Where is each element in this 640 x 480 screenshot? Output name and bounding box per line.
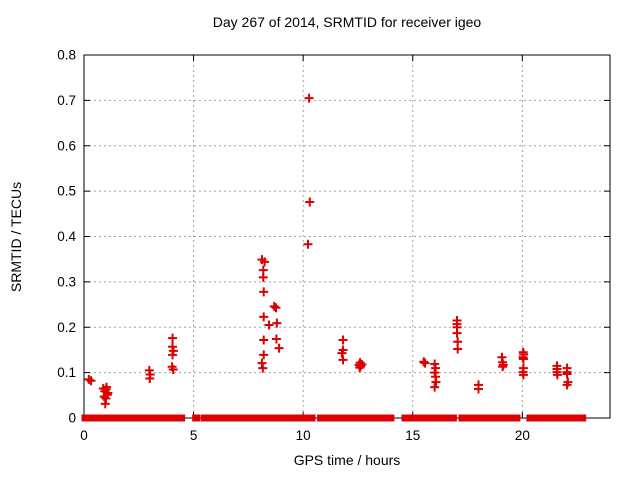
data-point-marker xyxy=(305,197,315,207)
baseline-segment xyxy=(317,414,348,422)
y-tick-label: 0.5 xyxy=(57,184,76,199)
baseline-segment xyxy=(377,414,388,422)
baseline-segment xyxy=(401,414,420,422)
data-point-marker xyxy=(562,369,572,379)
data-point-marker xyxy=(304,93,314,103)
data-point-marker xyxy=(552,370,562,380)
y-tick-label: 0 xyxy=(68,411,76,426)
data-point-marker xyxy=(420,358,430,368)
data-point-marker xyxy=(271,303,281,313)
data-point-marker xyxy=(102,382,112,392)
data-point-marker xyxy=(498,360,508,370)
baseline-segment xyxy=(227,414,238,422)
data-point-marker xyxy=(258,363,268,373)
y-tick-label: 0.2 xyxy=(57,320,76,335)
data-point-marker xyxy=(145,374,155,384)
y-tick-label: 0.3 xyxy=(57,274,76,289)
data-point-marker xyxy=(474,384,483,394)
y-tick-label: 0.4 xyxy=(57,229,76,244)
baseline-segment xyxy=(458,414,481,422)
data-point-marker xyxy=(86,376,96,386)
baseline-segment xyxy=(81,414,97,422)
data-point-marker xyxy=(274,343,284,353)
baseline-segment xyxy=(165,414,186,422)
baseline-segment xyxy=(130,414,154,422)
data-point-marker xyxy=(259,312,269,322)
baseline-segment xyxy=(500,414,521,422)
baseline-segment xyxy=(200,414,210,422)
data-point-marker xyxy=(269,301,279,311)
data-point-marker xyxy=(103,388,113,398)
data-point-marker xyxy=(168,333,178,343)
y-tick-label: 0.6 xyxy=(57,138,76,153)
baseline-segment xyxy=(234,414,250,422)
data-point-marker xyxy=(303,239,313,249)
data-point-marker xyxy=(168,364,178,374)
data-point-marker xyxy=(518,354,528,364)
baseline-segment xyxy=(570,414,587,422)
data-point-marker xyxy=(452,328,462,338)
data-point-marker xyxy=(419,357,429,367)
data-point-marker xyxy=(168,350,178,360)
baseline-segment xyxy=(287,414,298,422)
baseline-segment xyxy=(386,414,395,422)
data-point-marker xyxy=(258,272,268,282)
data-point-marker xyxy=(355,363,365,373)
data-point-marker xyxy=(259,287,269,297)
baseline-segment xyxy=(557,414,574,422)
data-point-marker xyxy=(271,334,281,344)
data-point-marker xyxy=(260,257,270,267)
baseline-segment xyxy=(207,414,229,422)
baseline-segment xyxy=(539,414,558,422)
data-point-marker xyxy=(562,380,572,390)
x-tick-label: 0 xyxy=(80,428,88,443)
baseline-segment xyxy=(192,414,201,422)
data-point-marker xyxy=(337,348,347,358)
x-tick-label: 5 xyxy=(190,428,198,443)
x-axis-label: GPS time / hours xyxy=(293,452,401,468)
x-tick-label: 15 xyxy=(405,428,420,443)
baseline-segment xyxy=(152,414,169,422)
x-tick-label: 20 xyxy=(515,428,530,443)
data-point-marker xyxy=(338,335,348,345)
data-point-marker xyxy=(430,382,440,392)
data-point-marker xyxy=(272,318,282,328)
x-tick-label: 10 xyxy=(296,428,311,443)
data-point-marker xyxy=(453,344,463,354)
baseline-segment xyxy=(526,414,543,422)
plot-frame xyxy=(83,54,611,419)
baseline-segment xyxy=(245,414,291,422)
baseline-segment xyxy=(111,414,133,422)
baseline-segment xyxy=(95,414,113,422)
data-point-marker xyxy=(518,370,528,380)
baseline-segment xyxy=(480,414,501,422)
y-tick-label: 0.1 xyxy=(57,365,76,380)
baseline-segment xyxy=(343,414,381,422)
data-point-marker xyxy=(264,320,274,330)
baseline-segment xyxy=(296,414,316,422)
data-point-marker xyxy=(100,399,110,409)
data-point-marker xyxy=(259,350,269,360)
data-point-marker xyxy=(259,335,269,345)
data-point-marker xyxy=(431,377,441,387)
y-tick-label: 0.7 xyxy=(57,93,76,108)
data-point-marker xyxy=(338,355,348,365)
y-tick-label: 0.8 xyxy=(57,48,76,63)
baseline-segment xyxy=(416,414,457,422)
chart-title: Day 267 of 2014, SRMTID for receiver ige… xyxy=(212,14,482,30)
